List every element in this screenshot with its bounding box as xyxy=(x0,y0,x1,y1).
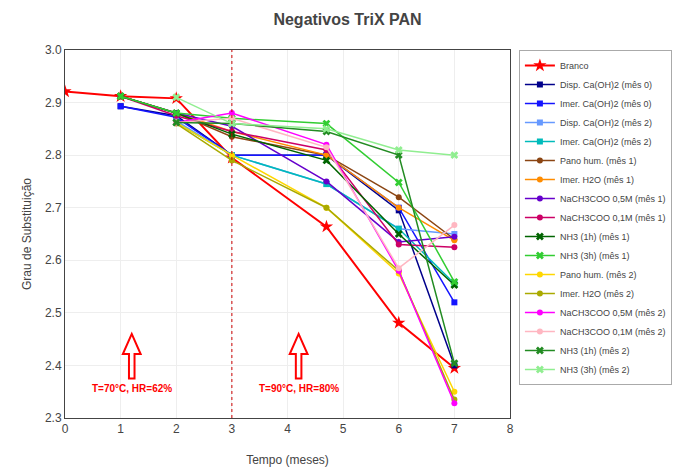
svg-text:Pano hum. (mês 1): Pano hum. (mês 1) xyxy=(560,156,637,166)
svg-text:Imer. H2O (mês 2): Imer. H2O (mês 2) xyxy=(560,289,634,299)
svg-text:Disp. Ca(OH)2 (mês 2): Disp. Ca(OH)2 (mês 2) xyxy=(560,118,652,128)
svg-text:NH3 (1h) (mês 2): NH3 (1h) (mês 2) xyxy=(560,346,630,356)
svg-text:NH3 (3h) (mês 2): NH3 (3h) (mês 2) xyxy=(560,365,630,375)
svg-text:Disp. Ca(OH)2 (mês 0): Disp. Ca(OH)2 (mês 0) xyxy=(560,80,652,90)
svg-text:3: 3 xyxy=(229,422,236,436)
svg-text:Branco: Branco xyxy=(560,61,589,71)
svg-text:Tempo (meses): Tempo (meses) xyxy=(246,453,329,467)
svg-text:2.5: 2.5 xyxy=(45,306,62,320)
svg-text:Imer. Ca(OH)2 (mês 0): Imer. Ca(OH)2 (mês 0) xyxy=(560,99,652,109)
svg-text:T=70°C, HR=62%: T=70°C, HR=62% xyxy=(92,383,172,394)
svg-text:2: 2 xyxy=(173,422,180,436)
svg-text:3.0: 3.0 xyxy=(45,43,62,57)
svg-text:Negativos TriX PAN: Negativos TriX PAN xyxy=(273,11,421,28)
svg-text:1: 1 xyxy=(117,422,124,436)
svg-text:NH3 (3h) (mês 1): NH3 (3h) (mês 1) xyxy=(560,251,630,261)
svg-text:Grau de Substituição: Grau de Substituição xyxy=(20,178,34,290)
svg-text:7: 7 xyxy=(451,422,458,436)
svg-text:NaCH3COO 0,1M (mês 1): NaCH3COO 0,1M (mês 1) xyxy=(560,213,666,223)
svg-text:4: 4 xyxy=(284,422,291,436)
svg-text:NaCH3COO 0,1M (mês 2): NaCH3COO 0,1M (mês 2) xyxy=(560,327,666,337)
svg-text:T=90°C, HR=80%: T=90°C, HR=80% xyxy=(259,383,339,394)
svg-text:NaCH3COO 0,5M (mês 2): NaCH3COO 0,5M (mês 2) xyxy=(560,308,666,318)
svg-text:2.9: 2.9 xyxy=(45,96,62,110)
svg-text:2.7: 2.7 xyxy=(45,201,62,215)
svg-text:6: 6 xyxy=(395,422,402,436)
svg-text:0: 0 xyxy=(62,422,69,436)
svg-text:Imer. H2O (mês 1): Imer. H2O (mês 1) xyxy=(560,175,634,185)
svg-text:2.4: 2.4 xyxy=(45,359,62,373)
svg-text:NaCH3COO 0,5M (mês 1): NaCH3COO 0,5M (mês 1) xyxy=(560,194,666,204)
svg-text:2.8: 2.8 xyxy=(45,148,62,162)
svg-text:8: 8 xyxy=(507,422,514,436)
svg-text:Pano hum. (mês 2): Pano hum. (mês 2) xyxy=(560,270,637,280)
svg-text:2.6: 2.6 xyxy=(45,253,62,267)
svg-text:2.3: 2.3 xyxy=(45,411,62,425)
svg-text:5: 5 xyxy=(340,422,347,436)
svg-text:Imer. Ca(OH)2 (mês 2): Imer. Ca(OH)2 (mês 2) xyxy=(560,137,652,147)
svg-text:NH3 (1h) (mês 1): NH3 (1h) (mês 1) xyxy=(560,232,630,242)
